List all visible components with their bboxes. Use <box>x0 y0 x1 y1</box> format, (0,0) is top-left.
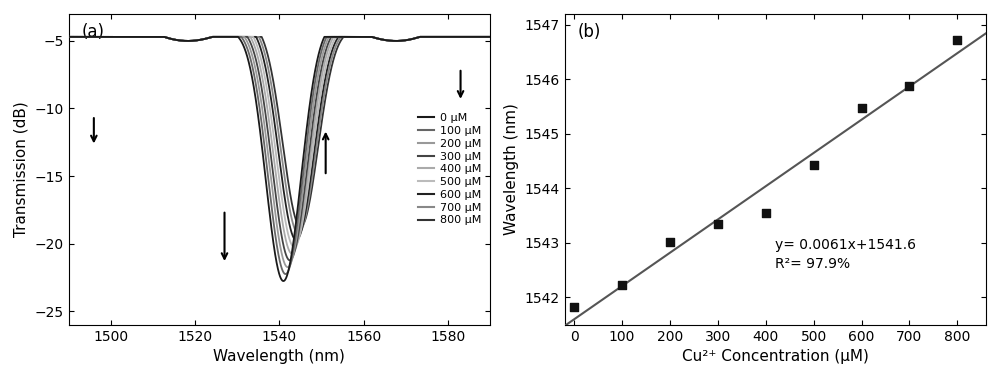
Point <box>758 210 774 216</box>
Text: (a): (a) <box>81 23 104 41</box>
Point <box>901 83 917 89</box>
Point <box>614 282 630 288</box>
X-axis label: Cu²⁺ Concentration (μM): Cu²⁺ Concentration (μM) <box>682 349 869 364</box>
Text: y= 0.0061x+1541.6
R²= 97.9%: y= 0.0061x+1541.6 R²= 97.9% <box>775 238 916 271</box>
Point <box>662 239 678 245</box>
Y-axis label: Transmission (dB): Transmission (dB) <box>14 101 29 237</box>
Point <box>806 163 822 169</box>
Y-axis label: Wavelength (nm): Wavelength (nm) <box>504 103 519 235</box>
Point <box>854 105 870 111</box>
X-axis label: Wavelength (nm): Wavelength (nm) <box>213 349 345 364</box>
Text: (b): (b) <box>577 23 601 41</box>
Legend: 0 μM, 100 μM, 200 μM, 300 μM, 400 μM, 500 μM, 600 μM, 700 μM, 800 μM: 0 μM, 100 μM, 200 μM, 300 μM, 400 μM, 50… <box>414 110 485 229</box>
Point <box>710 221 726 227</box>
Point <box>566 304 582 310</box>
Point <box>949 37 965 43</box>
